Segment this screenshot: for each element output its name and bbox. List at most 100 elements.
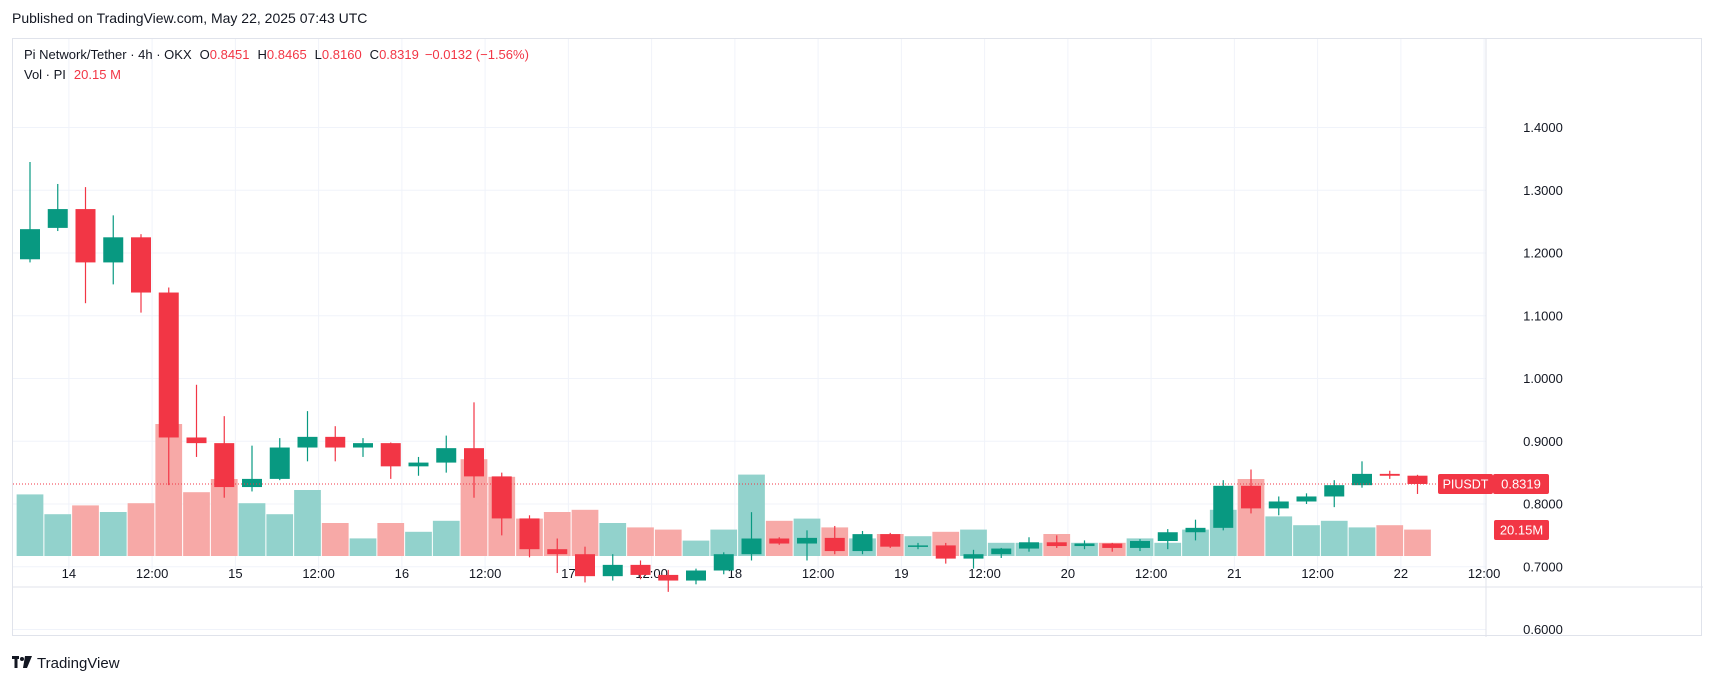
high-value: 0.8465 xyxy=(266,47,307,62)
y-axis-tick-label: 1.2000 xyxy=(1523,246,1563,261)
x-axis-tick-label: 12:00 xyxy=(802,566,835,581)
candlestick-chart[interactable]: 1.4000 1.3000 1.2000 1.1000 1.0000 0.9000 0.80… xyxy=(13,39,1703,637)
candle-body xyxy=(658,574,679,581)
x-axis-tick-label: 12:00 xyxy=(469,566,502,581)
volume-bar xyxy=(627,527,654,556)
y-axis-tick-label: 1.4000 xyxy=(1523,120,1563,135)
close-label: C xyxy=(369,47,380,62)
candle-body xyxy=(1074,543,1095,547)
x-axis-tick-label: 20 xyxy=(1061,566,1075,581)
candle-body xyxy=(20,229,40,260)
candle-body xyxy=(1102,543,1123,548)
volume-bar xyxy=(599,523,627,556)
candle-body xyxy=(214,443,235,488)
volume-bar xyxy=(99,512,127,556)
ohlc-legend-row: Pi Network/Tether · 4h · OKX O 0.8451 H … xyxy=(24,45,529,65)
volume-bar xyxy=(266,514,294,556)
x-axis-tick-label: 22 xyxy=(1394,566,1408,581)
x-axis-tick-label: 12:00 xyxy=(1468,566,1501,581)
x-axis-tick-label: 19 xyxy=(894,566,908,581)
candle-body xyxy=(269,447,290,479)
candle-body xyxy=(75,209,96,263)
x-axis-tick-label: 15 xyxy=(228,566,242,581)
candle-body xyxy=(186,437,207,444)
volume-bar xyxy=(654,529,682,556)
y-axis-tick-label: 1.0000 xyxy=(1523,371,1563,386)
volume-bar xyxy=(238,503,266,556)
candle-body xyxy=(325,436,346,448)
candle-body xyxy=(908,545,928,547)
y-axis-tick-label: 0.9000 xyxy=(1523,434,1563,449)
x-axis-tick-label: 17 xyxy=(561,566,575,581)
candle-body xyxy=(630,564,651,575)
candle-body xyxy=(436,448,457,463)
candle-body xyxy=(852,534,873,552)
candle-body xyxy=(797,537,817,544)
candle-body xyxy=(491,476,512,519)
open-label: O xyxy=(199,47,210,62)
volume-bar xyxy=(183,492,210,556)
candle-body xyxy=(380,443,401,467)
volume-bar xyxy=(321,523,349,556)
candle-body xyxy=(1324,485,1345,497)
x-axis-tick-label: 16 xyxy=(395,566,409,581)
chart-pane[interactable]: 1.4000 1.3000 1.2000 1.1000 1.0000 0.9000 0.80… xyxy=(12,38,1703,637)
x-axis-tick-label: 12:00 xyxy=(1135,566,1168,581)
candle-body xyxy=(408,462,429,467)
low-label: L xyxy=(314,47,322,62)
volume-bar xyxy=(72,505,99,556)
candle-body xyxy=(713,554,734,571)
candle-body xyxy=(1019,542,1039,549)
candle-body xyxy=(547,549,568,555)
last-price-tag-label: 0.8319 xyxy=(1501,476,1541,491)
candle-body xyxy=(1407,475,1428,484)
y-axis-tick-label: 0.8000 xyxy=(1523,497,1563,512)
chart-legend: Pi Network/Tether · 4h · OKX O 0.8451 H … xyxy=(24,45,529,85)
x-axis-tick-label: 12:00 xyxy=(136,566,169,581)
volume-label[interactable]: Vol · PI xyxy=(24,67,66,82)
x-axis-tick-label: 14 xyxy=(62,566,76,581)
symbol-price-tag-label: PIUSDT xyxy=(1443,477,1489,491)
candle-body xyxy=(602,564,623,577)
volume-bar xyxy=(127,503,155,556)
volume-bar xyxy=(432,520,460,556)
volume-bar xyxy=(1348,527,1376,556)
tradingview-logo-icon xyxy=(12,655,32,672)
symbol-title[interactable]: Pi Network/Tether · 4h · OKX xyxy=(24,47,192,62)
volume-value-tag xyxy=(1494,520,1549,540)
candle-body xyxy=(103,237,124,263)
change-value: −0.0132 (−1.56%) xyxy=(424,47,529,62)
volume-bar xyxy=(1293,525,1320,556)
volume-bar xyxy=(1071,542,1098,556)
candle-body xyxy=(686,570,706,581)
y-axis-tick-label: 1.3000 xyxy=(1523,183,1563,198)
tradingview-brand[interactable]: TradingView xyxy=(12,655,120,672)
low-value: 0.8160 xyxy=(321,47,362,62)
candle-body xyxy=(297,436,318,448)
candle-body xyxy=(741,538,762,555)
x-axis-tick-label: 12:00 xyxy=(302,566,335,581)
candle-body xyxy=(1157,532,1178,542)
candle-body xyxy=(824,537,845,552)
candle-body xyxy=(1379,473,1400,476)
volume-bar xyxy=(1376,525,1404,556)
candle-body xyxy=(1268,501,1289,509)
candle-body xyxy=(1130,541,1150,548)
candle-body xyxy=(1296,496,1317,502)
y-axis-tick-label: 1.1000 xyxy=(1523,308,1563,323)
candle-body xyxy=(935,545,956,559)
candle-body xyxy=(519,518,540,550)
volume-bar xyxy=(710,529,738,556)
volume-bar xyxy=(349,538,377,556)
volume-bar xyxy=(682,540,710,556)
y-axis-tick-label: 0.6000 xyxy=(1523,622,1563,637)
symbol-price-tag xyxy=(1438,473,1493,494)
candle-body xyxy=(242,478,262,488)
candle-body xyxy=(353,443,373,448)
candle-body xyxy=(1213,485,1234,528)
last-price-tag xyxy=(1493,473,1549,494)
volume-legend-row: Vol · PI 20.15 M xyxy=(24,65,529,85)
candle-body xyxy=(464,448,484,477)
volume-bar xyxy=(1154,542,1182,556)
candle-body xyxy=(158,292,179,438)
